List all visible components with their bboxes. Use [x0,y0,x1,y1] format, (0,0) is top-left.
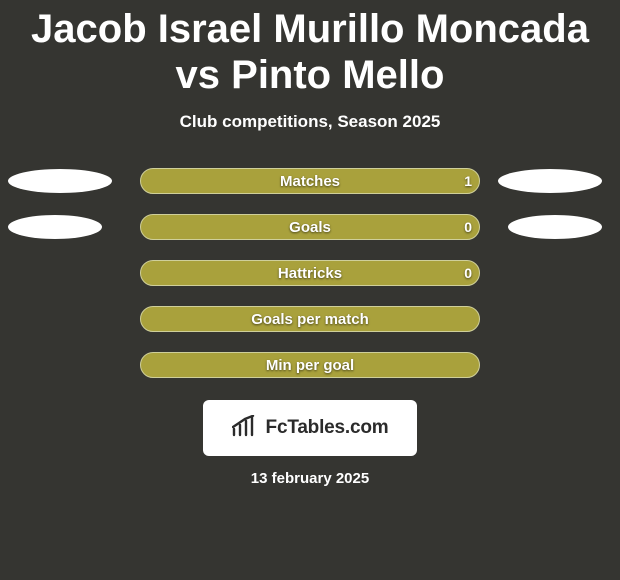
side-ellipse [8,169,112,193]
stat-row: Goals0 [0,214,620,240]
bar-right [140,168,480,194]
stat-rows: Matches1 Goals0 Hattricks0 Goals per match M… [0,168,620,378]
stat-row: Matches1 [0,168,620,194]
logo-badge: FcTables.com [203,400,417,456]
bar-track: Min per goal [140,352,480,378]
stat-row: Goals per match [0,306,620,332]
date-text: 13 february 2025 [0,470,620,487]
bar-right [140,214,480,240]
logo-text: FcTables.com [266,417,389,439]
bar-right [140,352,480,378]
side-ellipse [498,169,602,193]
comparison-card: Jacob Israel Murillo Moncada vs Pinto Me… [0,0,620,580]
bar-track: Hattricks0 [140,260,480,286]
stat-row: Hattricks0 [0,260,620,286]
bar-right [140,306,480,332]
bar-right [140,260,480,286]
side-ellipse [8,215,102,239]
subtitle: Club competitions, Season 2025 [0,112,620,132]
side-ellipse [508,215,602,239]
stat-row: Min per goal [0,352,620,378]
bar-track: Matches1 [140,168,480,194]
bar-track: Goals per match [140,306,480,332]
page-title: Jacob Israel Murillo Moncada vs Pinto Me… [0,0,620,98]
logo-chart-icon [232,415,258,442]
bar-track: Goals0 [140,214,480,240]
